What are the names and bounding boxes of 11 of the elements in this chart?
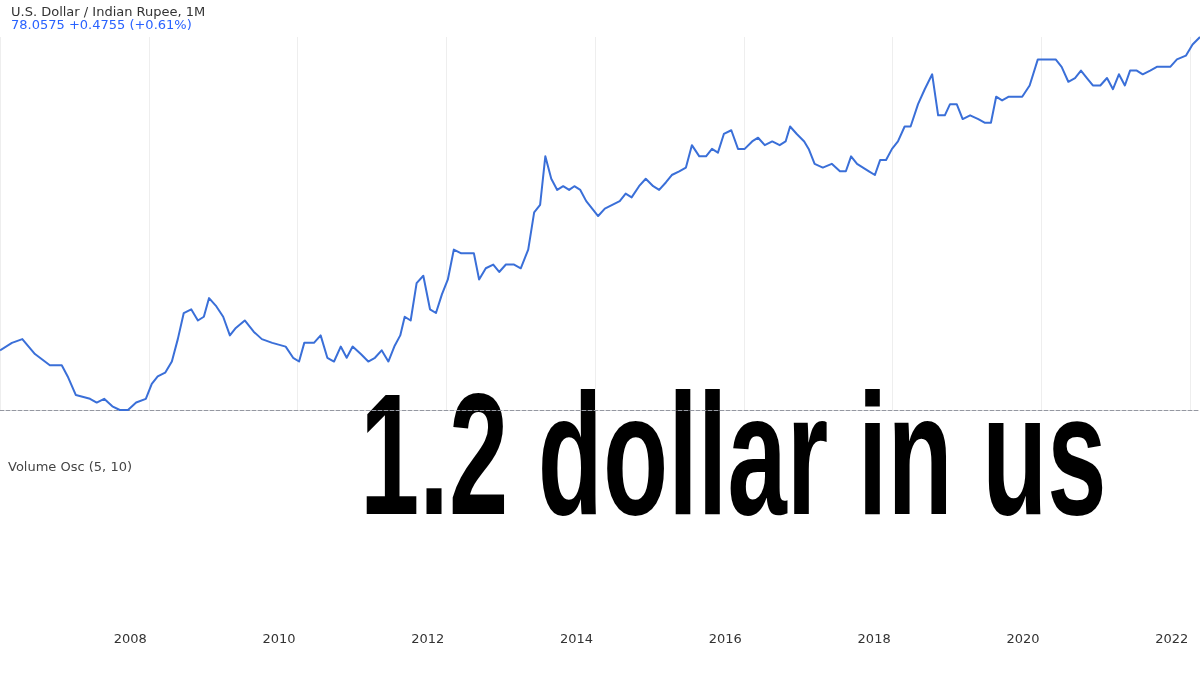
x-tick-label: 2020 (1006, 631, 1040, 646)
x-tick-label: 2012 (411, 631, 445, 646)
x-tick-label: 2010 (262, 631, 296, 646)
x-tick-label: 2014 (560, 631, 594, 646)
annotation: 1.2 dollar in us (360, 357, 1107, 551)
text: Volume Osc (5, 10) (8, 459, 132, 474)
x-tick-label: 2008 (113, 631, 147, 646)
x-tick-label: 2022 (1155, 631, 1189, 646)
chart-title: U.S. Dollar / Indian Rupee, 1M (11, 4, 206, 19)
x-tick-label: 2016 (708, 631, 742, 646)
x-tick-label: 2018 (857, 631, 891, 646)
